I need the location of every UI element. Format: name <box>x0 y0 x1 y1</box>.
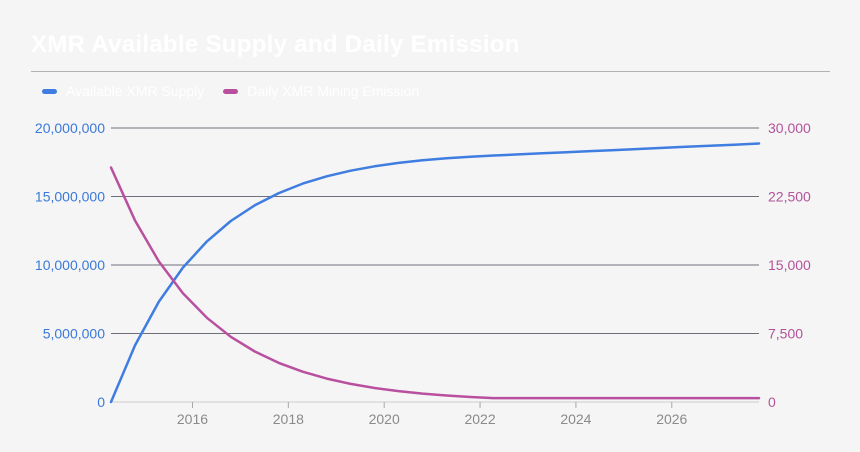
x-axis-tick-label: 2026 <box>656 411 687 427</box>
left-axis-tick-label: 5,000,000 <box>43 326 105 342</box>
series-line-available-xmr-supply <box>109 142 761 404</box>
supply-series-swatch-icon <box>42 88 57 94</box>
legend-item-available-xmr-supply: Available XMR Supply <box>42 83 204 99</box>
x-axis-tick-label: 2024 <box>560 411 591 427</box>
right-axis-tick-label: 22,500 <box>768 189 811 205</box>
left-axis-tick-label: 0 <box>97 394 105 410</box>
chart-title: XMR Available Supply and Daily Emission <box>31 31 520 58</box>
left-axis-tick-label: 10,000,000 <box>35 257 105 273</box>
right-axis-tick-label: 7,500 <box>768 326 803 342</box>
x-axis-tick-label: 2020 <box>369 411 400 427</box>
right-axis-tick-label: 15,000 <box>768 257 811 273</box>
title-divider <box>31 71 830 72</box>
left-axis-tick-label: 15,000,000 <box>35 189 105 205</box>
x-axis-tick-label: 2022 <box>464 411 495 427</box>
left-axis-tick-label: 20,000,000 <box>35 120 105 136</box>
chart-legend: Available XMR Supply Daily XMR Mining Em… <box>42 83 419 99</box>
x-axis-tick-label: 2018 <box>273 411 304 427</box>
emission-series-swatch-icon <box>223 88 239 94</box>
right-axis-tick-label: 30,000 <box>768 120 811 136</box>
legend-item-daily-xmr-mining-emission: Daily XMR Mining Emission <box>223 83 419 99</box>
right-axis-tick-label: 0 <box>768 394 776 410</box>
legend-label-available-xmr-supply: Available XMR Supply <box>66 83 205 99</box>
x-axis-tick-label: 2016 <box>177 411 208 427</box>
series-line-daily-xmr-mining-emission <box>109 166 761 400</box>
legend-label-daily-xmr-mining-emission: Daily XMR Mining Emission <box>247 83 420 99</box>
